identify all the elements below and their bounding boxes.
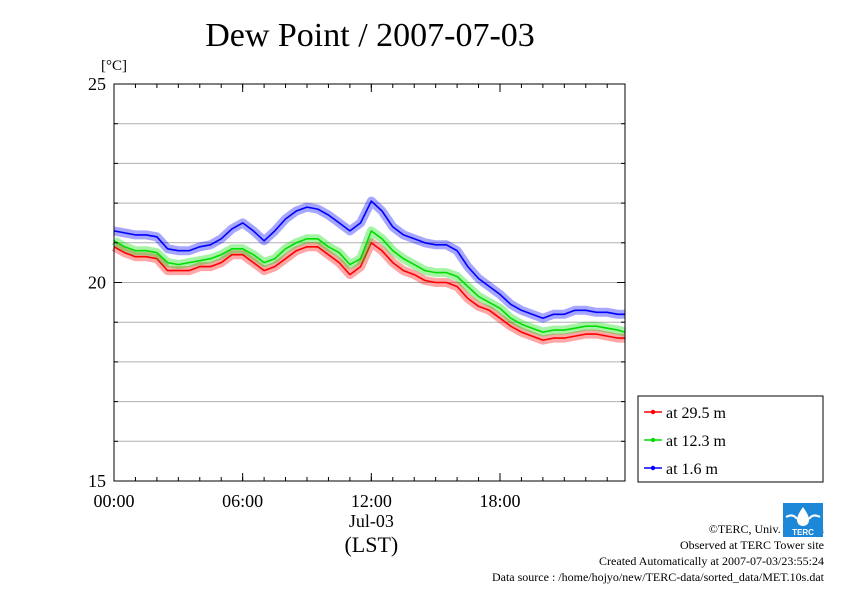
- credits: ©TERC, Univ. Tsukuba Observed at TERC To…: [492, 521, 824, 585]
- series-line-1: [113, 242, 625, 341]
- legend-marker-2: [650, 437, 656, 443]
- logo-drop: [797, 507, 809, 526]
- legend-label-2: at 12.3 m: [666, 433, 727, 450]
- logo-wave-left: [785, 514, 798, 520]
- x-axis-label: (LST): [344, 532, 398, 557]
- x-tick-label: 06:00: [222, 491, 263, 511]
- series-band-1: [111, 238, 625, 345]
- credit-copyright: ©TERC, Univ. Tsukuba: [708, 522, 824, 536]
- credit-site: Observed at TERC Tower site: [679, 538, 824, 552]
- terc-logo-icon: TERC: [783, 503, 823, 537]
- legend-box: [637, 395, 824, 483]
- chart-title: Dew Point / 2007-07-03: [205, 17, 535, 54]
- series-line-2: [113, 230, 626, 333]
- legend-marker-3: [650, 465, 656, 471]
- logo-text: TERC: [792, 528, 814, 537]
- y-tick-label: 15: [88, 471, 106, 491]
- credit-created: Created Automatically at 2007-07-03/23:5…: [599, 554, 824, 568]
- x-tick-label: 00:00: [93, 491, 134, 511]
- x-tick-label: 18:00: [479, 491, 520, 511]
- credit-source: Data source : /home/hojyo/new/TERC-data/…: [491, 570, 824, 584]
- y-tick-label: 20: [88, 273, 106, 293]
- legend-label-3: at 1.6 m: [666, 461, 719, 478]
- x-tick-label: 12:00: [351, 491, 392, 511]
- y-tick-label: 25: [88, 74, 106, 94]
- date-label: Jul-03: [349, 511, 394, 531]
- legend-marker-1: [650, 409, 656, 415]
- logo-wave-right: [808, 514, 821, 520]
- y-axis-label: [°C]: [101, 58, 127, 74]
- series-line-3: [113, 200, 625, 320]
- legend-label-1: at 29.5 m: [666, 405, 727, 422]
